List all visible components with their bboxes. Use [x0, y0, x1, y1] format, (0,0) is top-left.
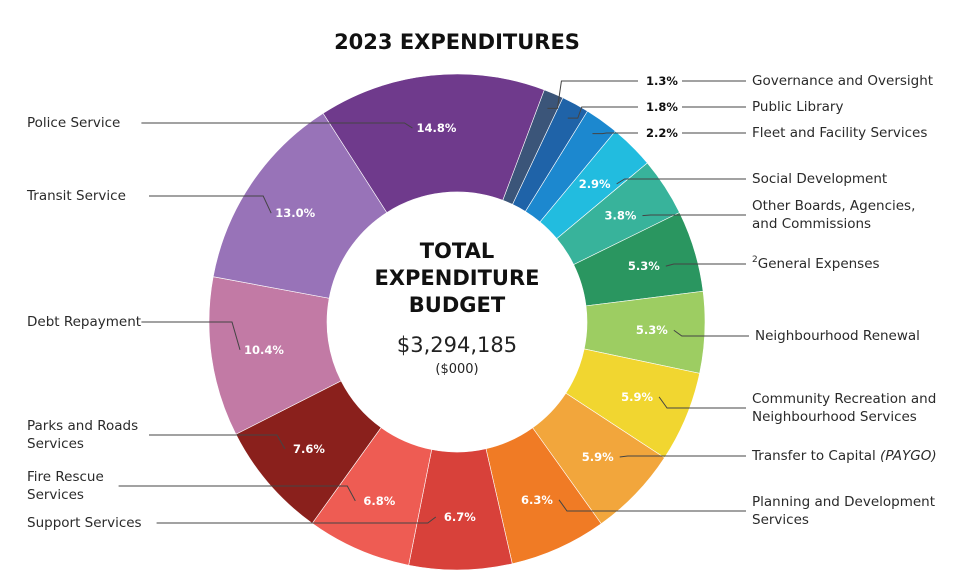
- category-label-public-library: Public Library: [752, 99, 843, 115]
- leader-other-boards-agencies-and-commissions: [642, 214, 746, 217]
- pct-label-general-expenses: 5.3%: [628, 259, 660, 273]
- category-label-support-services: Support Services: [27, 515, 142, 531]
- pct-label-neighbourhood-renewal: 5.3%: [636, 323, 668, 337]
- leader-public-library: [567, 106, 638, 119]
- center-text: TOTAL EXPENDITURE BUDGET $3,294,185 ($00…: [375, 239, 540, 377]
- percent-label-group: 1.3% 1.8% 2.2% 2.9% 3.8% 5.3% 5.3% 5.9% 5.9% 6.3%…: [244, 74, 678, 524]
- pct-label-support-services: 6.7%: [444, 510, 476, 524]
- category-label-fire-rescue-services: Fire Rescue Services: [27, 469, 104, 503]
- pct-label-parks-and-roads-services: 7.6%: [293, 442, 325, 456]
- leader-social-development: [616, 178, 746, 185]
- category-label-group: Governance and Oversight Public Library Fl…: [26, 73, 937, 531]
- category-label-parks-and-roads-services: Parks and Roads Services: [27, 418, 138, 452]
- leader-debt-repayment: [141, 321, 241, 350]
- pct-label-governance-and-oversight: 1.3%: [646, 74, 678, 88]
- leader-police-service: [141, 122, 413, 129]
- center-total-value: $3,294,185: [397, 333, 517, 357]
- leader-transfer-to-capital-paygo: [619, 455, 746, 458]
- pct-label-fire-rescue-services: 6.8%: [363, 494, 395, 508]
- slice-group: [208, 73, 706, 571]
- pct-label-transit-service: 13.0%: [275, 206, 315, 220]
- category-label-fleet-and-facility-services: Fleet and Facility Services: [752, 125, 927, 141]
- leader-planning-and-development-services: [558, 499, 746, 512]
- leader-general-expenses: [665, 263, 746, 267]
- center-title-line-1: TOTAL: [420, 239, 495, 263]
- category-label-other-boards-agencies-and-commissions: Other Boards, Agencies, and Commissions: [752, 198, 915, 232]
- category-label-general-expenses: 2General Expenses: [752, 255, 880, 272]
- leader-neighbourhood-renewal: [673, 329, 749, 337]
- category-label-police-service: Police Service: [27, 115, 120, 131]
- pct-label-public-library: 1.8%: [646, 100, 678, 114]
- leader-governance-and-oversight: [547, 80, 638, 109]
- center-unit: ($000): [435, 362, 478, 377]
- category-label-neighbourhood-renewal: Neighbourhood Renewal: [755, 328, 920, 344]
- pct-label-transfer-to-capital-paygo: 5.9%: [582, 450, 614, 464]
- center-title-line-2: EXPENDITURE: [375, 266, 540, 290]
- category-label-community-recreation-and-neighbourhood-services: Community Recreation and Neighbourhood Se…: [752, 391, 936, 425]
- leader-fleet-and-facility-services: [592, 132, 638, 135]
- leader-support-services: [156, 516, 437, 524]
- category-label-transfer-to-capital-paygo: Transfer to Capital (PAYGO): [751, 448, 937, 464]
- pct-label-social-development: 2.9%: [579, 177, 611, 191]
- pct-label-fleet-and-facility-services: 2.2%: [646, 126, 678, 140]
- pct-label-debt-repayment: 10.4%: [244, 343, 284, 357]
- leader-community-recreation-and-neighbourhood-services: [658, 396, 746, 409]
- category-label-social-development: Social Development: [752, 171, 887, 187]
- pct-label-police-service: 14.8%: [417, 121, 457, 135]
- leader-transit-service: [149, 195, 272, 214]
- leader-fire-rescue-services: [118, 485, 356, 502]
- leader-group: [118, 80, 749, 524]
- chart-title: 2023 EXPENDITURES: [334, 30, 580, 54]
- pct-label-planning-and-development-services: 6.3%: [521, 493, 553, 507]
- category-label-governance-and-oversight: Governance and Oversight: [752, 73, 933, 89]
- category-label-planning-and-development-services: Planning and Development Services: [752, 494, 935, 528]
- category-label-transit-service: Transit Service: [26, 188, 126, 204]
- leader-parks-and-roads-services: [149, 434, 286, 450]
- pct-label-other-boards-agencies-and-commissions: 3.8%: [605, 209, 637, 223]
- slice-police-service: [322, 73, 545, 213]
- center-title-line-3: BUDGET: [409, 293, 506, 317]
- pct-label-community-recreation-and-neighbourhood-services: 5.9%: [621, 390, 653, 404]
- category-label-debt-repayment: Debt Repayment: [27, 314, 141, 330]
